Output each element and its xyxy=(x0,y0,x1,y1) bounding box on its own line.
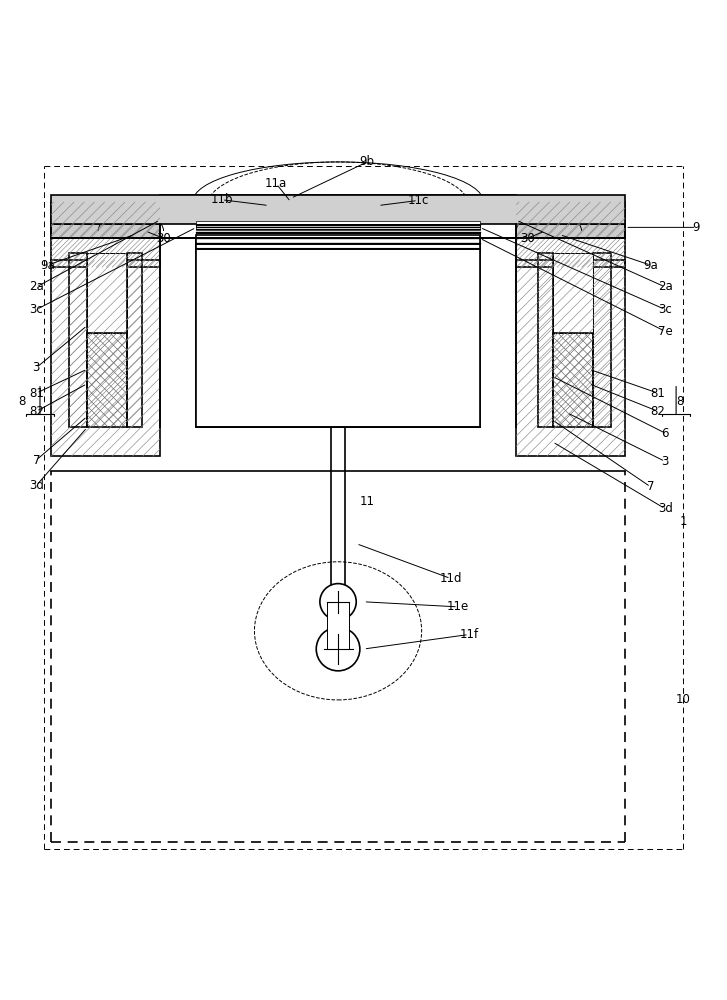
Bar xyxy=(516,202,625,238)
Bar xyxy=(196,237,480,242)
Bar xyxy=(69,253,87,427)
Text: 3d: 3d xyxy=(658,502,672,515)
Text: 8: 8 xyxy=(18,395,25,408)
Text: 2a: 2a xyxy=(658,280,672,293)
Text: 2a: 2a xyxy=(29,280,44,293)
Text: 81: 81 xyxy=(29,387,44,400)
Text: 11a: 11a xyxy=(265,177,287,190)
Bar xyxy=(327,602,349,649)
Circle shape xyxy=(320,584,356,620)
Bar xyxy=(553,333,593,427)
Text: 11: 11 xyxy=(360,495,374,508)
Text: 11c: 11c xyxy=(407,194,429,207)
Bar xyxy=(196,232,480,236)
Bar xyxy=(331,427,345,587)
Bar xyxy=(51,224,625,238)
Bar xyxy=(593,253,611,427)
Text: 3: 3 xyxy=(662,455,669,468)
Bar xyxy=(196,231,480,427)
Bar xyxy=(127,253,142,427)
Bar xyxy=(51,202,160,238)
Bar xyxy=(51,195,625,224)
Text: 3c: 3c xyxy=(30,303,43,316)
Bar xyxy=(553,253,593,333)
Text: 11e: 11e xyxy=(447,600,469,613)
Text: 3: 3 xyxy=(33,361,40,374)
Text: 8: 8 xyxy=(676,395,683,408)
Text: 30: 30 xyxy=(520,232,534,245)
Text: 3d: 3d xyxy=(29,479,44,492)
Circle shape xyxy=(320,315,356,351)
Text: 1: 1 xyxy=(680,515,687,528)
Bar xyxy=(196,221,480,224)
Text: 9a: 9a xyxy=(40,259,55,272)
Circle shape xyxy=(327,322,349,344)
Bar xyxy=(196,235,480,427)
Bar xyxy=(87,333,127,427)
Text: 7: 7 xyxy=(33,454,40,467)
Text: 6: 6 xyxy=(662,427,669,440)
Text: 82: 82 xyxy=(651,405,665,418)
Bar xyxy=(51,260,160,456)
Text: 3c: 3c xyxy=(659,303,672,316)
Text: 11d: 11d xyxy=(440,572,462,585)
Circle shape xyxy=(316,627,360,671)
Bar xyxy=(160,195,516,238)
Text: 11b: 11b xyxy=(211,193,233,206)
Text: 11f: 11f xyxy=(459,628,478,641)
Text: 81: 81 xyxy=(651,387,665,400)
Bar xyxy=(51,224,160,267)
Text: 7e: 7e xyxy=(658,325,672,338)
Text: 9b: 9b xyxy=(360,155,374,168)
Bar xyxy=(196,220,480,227)
Bar xyxy=(516,260,625,456)
Text: 10: 10 xyxy=(676,693,691,706)
Bar xyxy=(516,224,625,267)
Text: 82: 82 xyxy=(29,405,44,418)
Bar xyxy=(196,220,480,253)
Text: 9a: 9a xyxy=(643,259,658,272)
Bar xyxy=(196,227,480,230)
Bar xyxy=(87,253,127,333)
Text: 7: 7 xyxy=(647,480,654,493)
Text: 30: 30 xyxy=(156,232,171,245)
Bar xyxy=(538,253,553,427)
Text: 9: 9 xyxy=(693,221,700,234)
